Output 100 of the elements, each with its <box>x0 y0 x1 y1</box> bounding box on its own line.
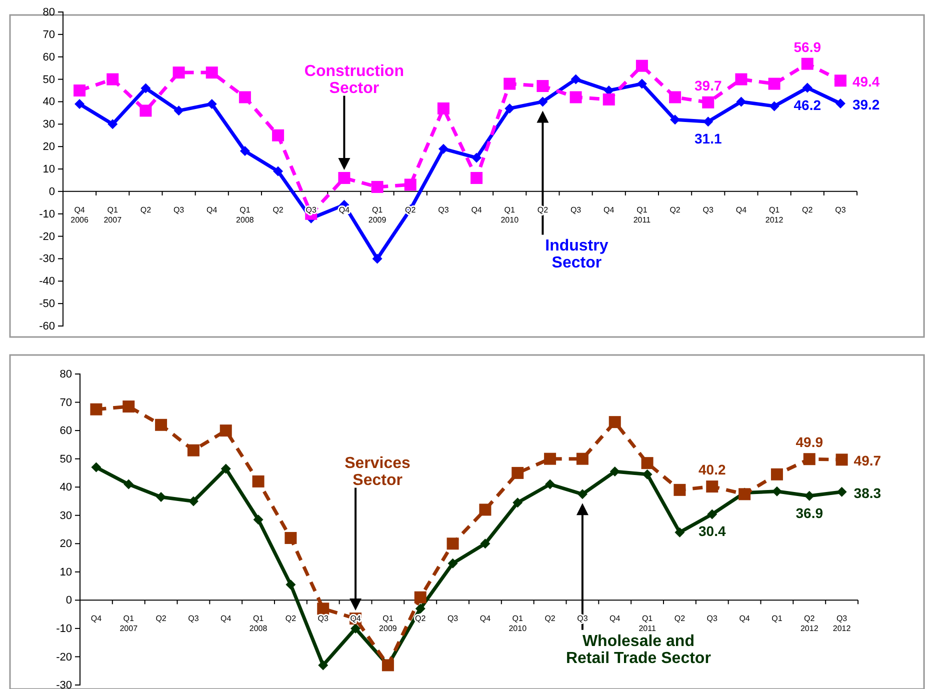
y-tick-label: 30 <box>42 118 55 131</box>
y-tick-label: 40 <box>60 482 72 494</box>
point <box>140 83 151 94</box>
point <box>706 480 718 493</box>
point <box>736 96 746 107</box>
point <box>106 73 119 86</box>
point <box>372 254 382 264</box>
point <box>641 457 654 470</box>
point <box>836 454 848 466</box>
text: Services Sector <box>344 454 411 489</box>
data-label: 30.4 <box>698 523 726 540</box>
point <box>156 492 166 502</box>
y-tick-label: -30 <box>56 680 72 689</box>
point <box>608 416 621 428</box>
x-tick-label: Q2 2012 <box>800 614 819 634</box>
y-tick-label: -30 <box>39 253 55 266</box>
y-tick-label: 30 <box>60 510 72 522</box>
point <box>206 66 218 79</box>
x-tick-label: Q3 <box>318 614 330 624</box>
point <box>90 403 102 416</box>
point <box>570 91 582 104</box>
point <box>479 504 492 516</box>
x-tick-label: Q3 <box>306 205 318 214</box>
x-tick-label: Q1 2009 <box>368 205 387 224</box>
point <box>836 486 847 497</box>
point <box>74 98 85 109</box>
point <box>273 166 284 176</box>
y-tick-label: 10 <box>42 164 55 176</box>
y-tick-label: -10 <box>39 208 55 220</box>
point <box>610 466 620 477</box>
point <box>802 82 812 93</box>
point <box>220 464 231 474</box>
y-tick-label: 80 <box>60 368 72 381</box>
y-tick-label: 0 <box>48 186 55 198</box>
y-tick-label: 50 <box>42 74 55 86</box>
point <box>318 660 328 670</box>
text: Industry Sector <box>545 238 608 272</box>
point <box>803 453 816 466</box>
point <box>284 532 297 544</box>
point <box>188 496 198 506</box>
data-label: 46.2 <box>794 96 822 113</box>
point <box>804 490 814 501</box>
y-tick-label: 20 <box>42 141 55 154</box>
x-tick-label: Q4 <box>736 205 748 214</box>
x-tick-label: Q1 2007 <box>104 205 122 224</box>
x-tick-label: Q4 2006 <box>70 205 89 224</box>
data-label: 31.1 <box>694 130 722 147</box>
point <box>670 114 680 125</box>
x-tick-label: Q4 <box>90 614 102 624</box>
y-tick-label: -10 <box>56 622 72 635</box>
point <box>504 103 515 114</box>
x-tick-label: Q4 <box>206 205 218 214</box>
y-tick-label: 60 <box>42 51 55 64</box>
point <box>636 60 648 72</box>
point <box>576 452 588 465</box>
point <box>74 84 86 96</box>
point <box>770 468 783 480</box>
x-tick-label: Q3 <box>438 205 450 214</box>
point <box>512 498 523 508</box>
point <box>538 96 548 107</box>
point <box>801 58 814 70</box>
x-tick-label: Q3 <box>188 614 200 624</box>
x-tick-label: Q1 2008 <box>249 614 268 634</box>
x-tick-label: Q4 <box>350 614 362 624</box>
x-tick-label: Q1 2010 <box>500 205 520 224</box>
point <box>172 66 185 79</box>
point <box>544 452 556 465</box>
point <box>404 178 416 191</box>
x-tick-label: Q2 <box>285 614 297 624</box>
y-tick-label: 0 <box>66 594 72 607</box>
point <box>140 104 152 117</box>
x-tick-label: Q2 <box>674 614 686 624</box>
point <box>834 74 846 87</box>
point <box>317 602 330 615</box>
point <box>371 180 384 193</box>
point <box>187 444 200 456</box>
y-tick-label: -40 <box>39 276 55 288</box>
x-tick-label: Q3 <box>447 614 459 624</box>
point <box>570 74 581 84</box>
point <box>338 172 350 184</box>
data-label: 39.2 <box>852 96 880 113</box>
data-label: 36.9 <box>796 504 824 521</box>
point <box>472 152 482 163</box>
y-tick-label: -20 <box>39 230 55 243</box>
x-tick-label: Q3 <box>173 205 185 214</box>
point <box>438 144 448 154</box>
point <box>768 78 780 90</box>
y-tick-label: -60 <box>39 320 55 333</box>
point <box>769 101 780 112</box>
data-label: 49.9 <box>796 434 824 450</box>
x-tick-label: Q3 <box>835 205 846 214</box>
data-label: 49.4 <box>852 74 880 90</box>
x-tick-label: Q2 <box>156 614 167 624</box>
point <box>512 466 524 479</box>
x-tick-label: Q4 <box>610 614 621 624</box>
text: Construction Sector <box>304 62 404 97</box>
x-tick-label: Q3 2012 <box>832 614 852 634</box>
point <box>642 469 652 480</box>
point <box>504 78 516 90</box>
data-label: 39.7 <box>694 77 722 94</box>
